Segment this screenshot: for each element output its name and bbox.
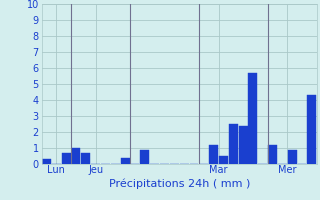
Bar (62, 153, 71, 164)
Bar (288, 150, 297, 164)
Bar (219, 156, 228, 164)
Bar (308, 95, 316, 164)
Bar (121, 158, 130, 164)
Bar (42, 159, 51, 164)
Bar (239, 126, 247, 164)
Bar (268, 145, 277, 164)
X-axis label: Précipitations 24h ( mm ): Précipitations 24h ( mm ) (108, 178, 250, 189)
Bar (249, 73, 257, 164)
Bar (209, 145, 218, 164)
Bar (81, 153, 90, 164)
Bar (140, 150, 149, 164)
Bar (229, 124, 238, 164)
Bar (72, 148, 80, 164)
